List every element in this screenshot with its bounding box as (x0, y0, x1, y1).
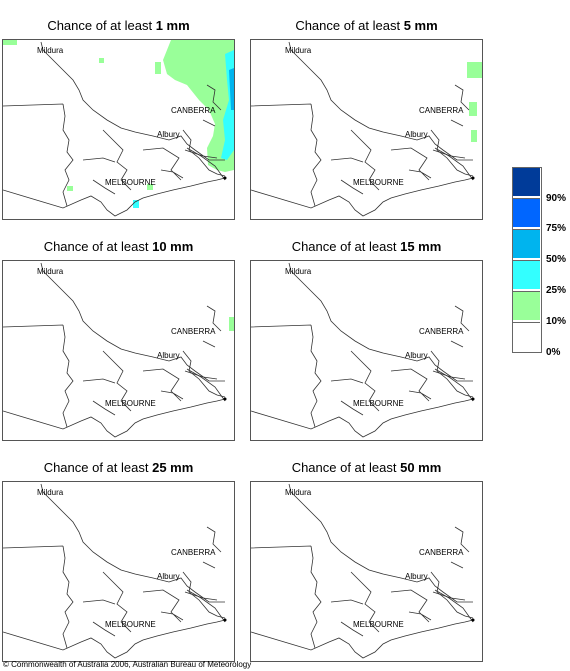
label-albury: Albury (405, 572, 428, 581)
place-markers (223, 397, 227, 401)
label-melbourne: MELBOURNE (353, 178, 404, 187)
label-canberra: CANBERRA (171, 106, 216, 115)
place-markers (471, 618, 475, 622)
label-mildura: Mildura (37, 267, 64, 276)
map-panel-5mm: Chance of at least 5 mm Mildura CANB (250, 18, 483, 220)
map-panel-25mm: Chance of at least 25 mm Mildura CANBERR… (2, 460, 235, 662)
legend-label-90: 90% (546, 193, 567, 204)
state-borders (251, 41, 474, 217)
label-albury: Albury (157, 130, 180, 139)
label-canberra: CANBERRA (419, 106, 464, 115)
label-melbourne: MELBOURNE (105, 178, 156, 187)
map-panel-15mm: Chance of at least 15 mm Mildura CANBERR… (250, 239, 483, 441)
panel-title-prefix: Chance of at least (291, 239, 401, 254)
label-canberra: CANBERRA (171, 548, 216, 557)
label-mildura: Mildura (37, 488, 64, 497)
label-albury: Albury (405, 130, 428, 139)
legend-label-75: 75% (546, 223, 567, 234)
map-frame: Mildura CANBERRA Albury MELBOURNE (250, 481, 483, 662)
label-mildura: Mildura (285, 46, 312, 55)
label-albury: Albury (157, 351, 180, 360)
legend-swatch-50-75 (512, 229, 540, 258)
panel-title: Chance of at least 1 mm (2, 18, 235, 33)
place-markers (471, 176, 475, 180)
probability-shading (3, 40, 234, 208)
legend-swatch-0-10 (512, 322, 540, 353)
map-frame: Mildura CANBERRA Albury MELBOURNE (250, 260, 483, 441)
panel-title-amount: 5 mm (403, 18, 438, 33)
legend-label-0: 0% (546, 347, 561, 358)
panel-title: Chance of at least 15 mm (250, 239, 483, 254)
label-mildura: Mildura (285, 488, 312, 497)
legend-swatch-75-90 (512, 198, 540, 227)
state-borders (251, 262, 474, 438)
label-melbourne: MELBOURNE (105, 620, 156, 629)
probability-map: Mildura CANBERRA Albury MELBOURNE (3, 262, 234, 438)
panel-title-amount: 15 mm (400, 239, 442, 254)
panel-title-amount: 25 mm (152, 460, 194, 475)
state-borders (3, 483, 226, 659)
copyright-notice: © Commonwealth of Australia 2006, Austra… (3, 660, 252, 669)
label-canberra: CANBERRA (419, 548, 464, 557)
map-panel-50mm: Chance of at least 50 mm Mildura CANBERR… (250, 460, 483, 662)
panel-title: Chance of at least 5 mm (250, 18, 483, 33)
probability-map: Mildura CANBERRA Albury MELBOURNE (3, 40, 234, 217)
place-markers (223, 618, 227, 622)
label-mildura: Mildura (285, 267, 312, 276)
legend-label-10: 10% (546, 316, 567, 327)
state-borders (3, 262, 226, 438)
probability-map: Mildura CANBERRA Albury MELBOURNE (251, 483, 475, 659)
place-markers (223, 176, 227, 180)
label-melbourne: MELBOURNE (353, 620, 404, 629)
place-markers (471, 397, 475, 401)
probability-map: Mildura CANBERRA Albury MELBOURNE (251, 41, 482, 217)
panel-title: Chance of at least 10 mm (2, 239, 235, 254)
map-frame: Mildura CANBERRA Albury MELBOURNE (250, 39, 483, 220)
probability-shading (229, 317, 234, 331)
panel-title-prefix: Chance of at least (47, 18, 156, 33)
label-melbourne: MELBOURNE (353, 399, 404, 408)
panel-title: Chance of at least 50 mm (250, 460, 483, 475)
label-albury: Albury (405, 351, 428, 360)
state-borders (3, 41, 226, 217)
probability-map: Mildura CANBERRA Albury MELBOURNE (3, 483, 227, 659)
panel-title-prefix: Chance of at least (43, 460, 153, 475)
probability-legend: 90% 75% 50% 25% 10% 0% (512, 167, 570, 358)
label-canberra: CANBERRA (419, 327, 464, 336)
state-borders (251, 483, 474, 659)
panel-title-amount: 1 mm (155, 18, 190, 33)
panel-title-prefix: Chance of at least (291, 460, 401, 475)
panel-title: Chance of at least 25 mm (2, 460, 235, 475)
map-panel-1mm: Chance of at least 1 mm (2, 18, 235, 220)
probability-shading (467, 62, 482, 142)
map-frame: Mildura CANBERRA Albury MELBOURNE (2, 481, 235, 662)
panel-title-amount: 10 mm (152, 239, 194, 254)
legend-swatch-10-25 (512, 291, 540, 320)
legend-swatch-25-50 (512, 260, 540, 289)
label-canberra: CANBERRA (171, 327, 216, 336)
map-frame: Mildura CANBERRA Albury MELBOURNE (2, 39, 235, 220)
label-melbourne: MELBOURNE (105, 399, 156, 408)
panel-title-prefix: Chance of at least (43, 239, 153, 254)
legend-swatch-90-100 (512, 167, 540, 196)
map-frame: Mildura CANBERRA Albury MELBOURNE (2, 260, 235, 441)
label-mildura: Mildura (37, 46, 64, 55)
label-albury: Albury (157, 572, 180, 581)
map-panel-10mm: Chance of at least 10 mm Mildura CANBERR… (2, 239, 235, 441)
legend-label-50: 50% (546, 254, 567, 265)
probability-map: Mildura CANBERRA Albury MELBOURNE (251, 262, 475, 438)
panel-title-prefix: Chance of at least (295, 18, 404, 33)
panel-title-amount: 50 mm (400, 460, 442, 475)
legend-label-25: 25% (546, 285, 567, 296)
